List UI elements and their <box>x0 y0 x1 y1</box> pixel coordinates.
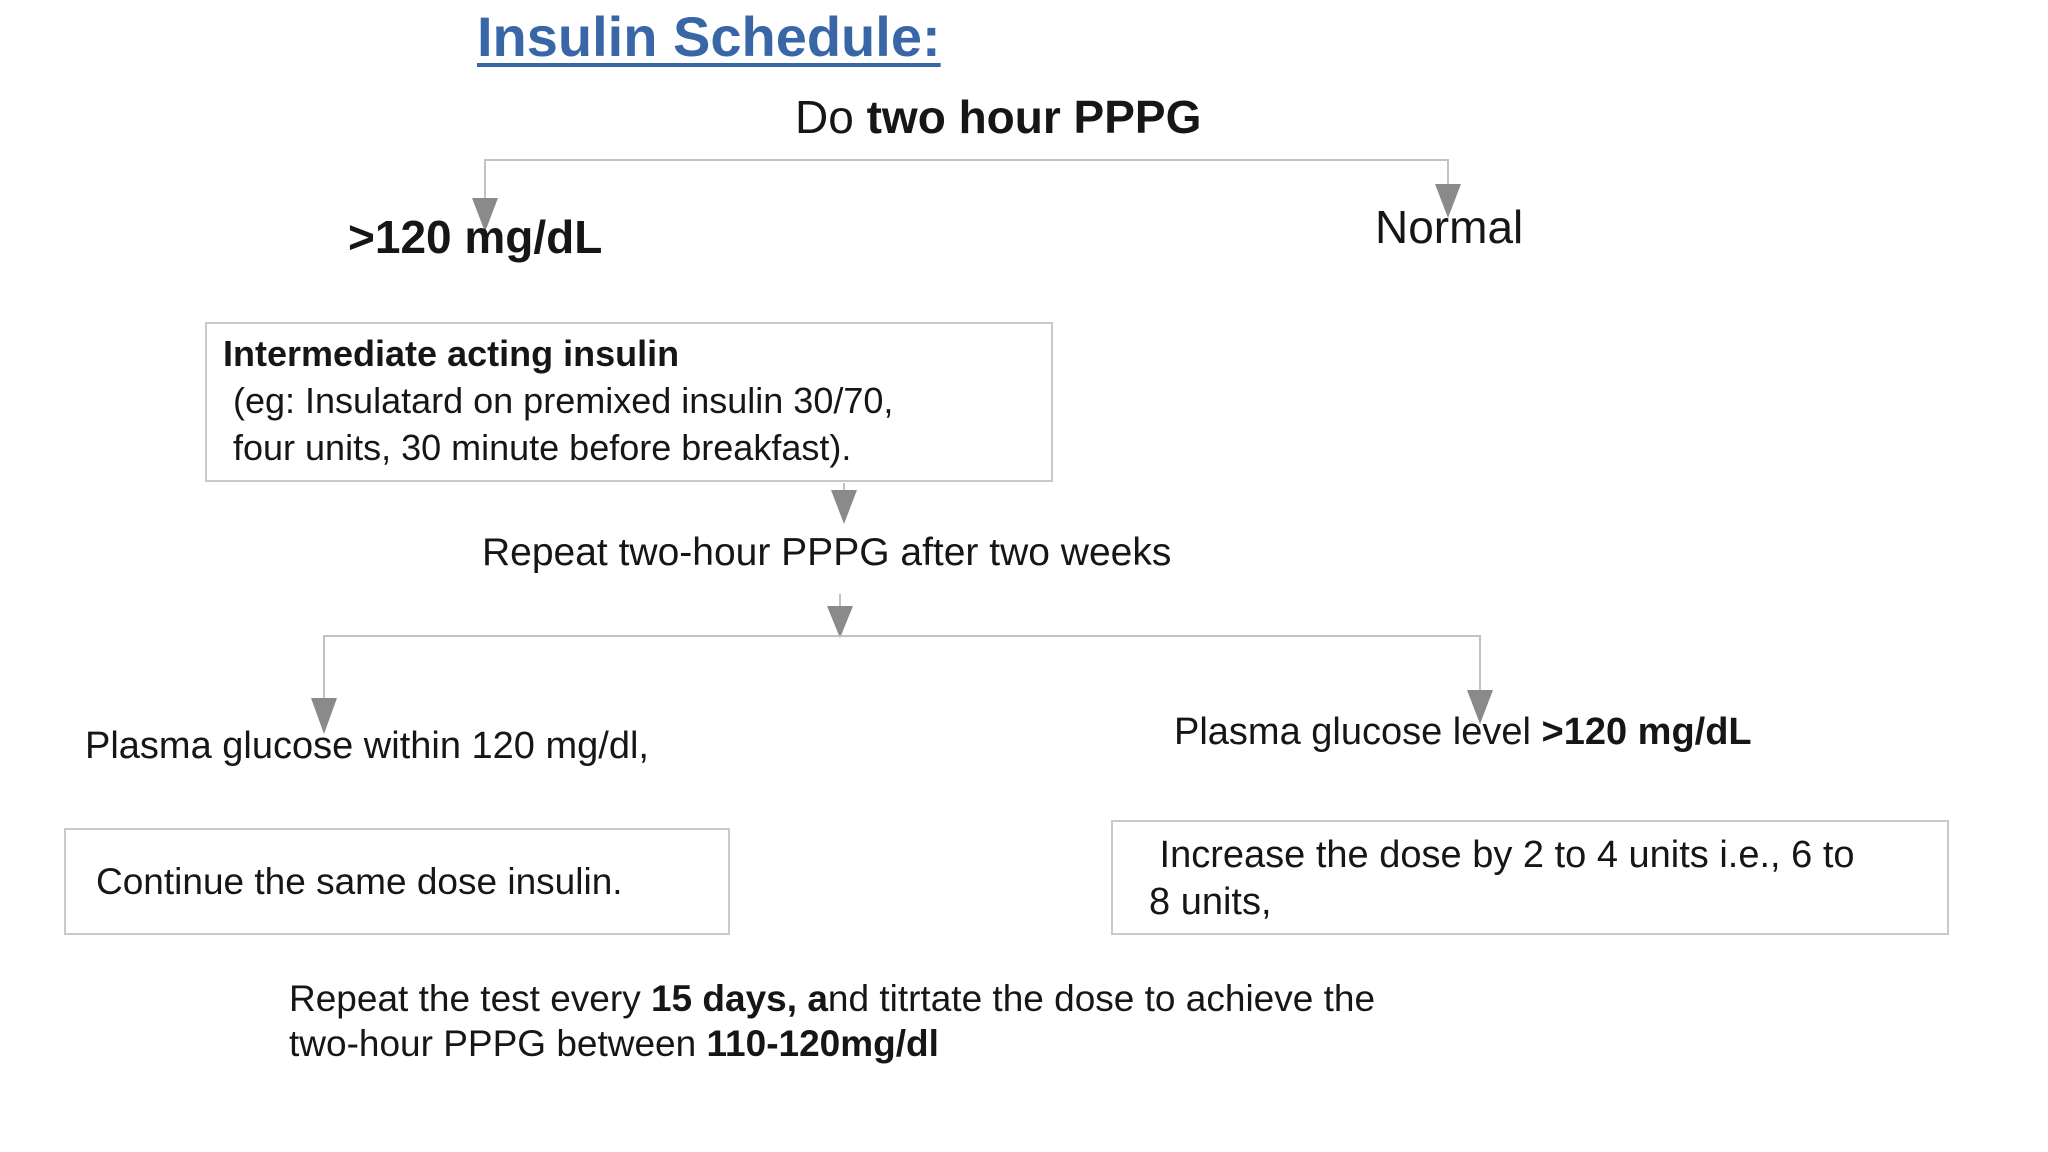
arrowhead-icon <box>831 490 857 524</box>
footer-line2: two-hour PPPG between 110-120mg/dl <box>289 1021 1375 1066</box>
footer-line2-part1: two-hour PPPG between <box>289 1023 707 1064</box>
footer-line1-part2: nd titrtate the dose to achieve the <box>827 978 1376 1019</box>
box-intermediate-line1: Intermediate acting insulin <box>223 333 680 374</box>
footer-line1-part1: Repeat the test every <box>289 978 651 1019</box>
step-repeat-pppg: Repeat two-hour PPPG after two weeks <box>482 531 1172 574</box>
box-increase-line1: Increase the dose by 2 to 4 units i.e., … <box>1149 834 1855 876</box>
box-continue-text: Continue the same dose insulin. <box>96 860 623 902</box>
branch1-label-high-glucose: >120 mg/dL <box>348 211 603 263</box>
footer-line1-bold: 15 days, a <box>650 978 828 1019</box>
box-intermediate-insulin: Intermediate acting insulin (eg: Insulat… <box>205 322 1053 482</box>
page-title: Insulin Schedule: <box>477 5 941 68</box>
footer-line2-bold: 110-120mg/dl <box>706 1023 939 1064</box>
box-intermediate-line2: (eg: Insulatard on premixed insulin 30/7… <box>223 380 894 421</box>
branch2-label-above-range: Plasma glucose level >120 mg/dL <box>1174 711 1752 754</box>
branch2-label-within-range: Plasma glucose within 120 mg/dl, <box>85 725 649 767</box>
footer-line1: Repeat the test every 15 days, and titrt… <box>289 976 1375 1021</box>
connector-line <box>323 635 1481 700</box>
footer-note: Repeat the test every 15 days, and titrt… <box>289 976 1375 1066</box>
branch2-right-bold: >120 mg/dL <box>1541 711 1752 753</box>
box-continue-dose: Continue the same dose insulin. <box>64 828 730 935</box>
arrowhead-icon <box>827 606 853 638</box>
connector-line <box>484 159 1449 200</box>
box-increase-line2: 8 units, <box>1149 881 1272 923</box>
step-do-two-hour-pppg: Do two hour PPPG <box>795 90 1201 144</box>
box-increase-dose: Increase the dose by 2 to 4 units i.e., … <box>1111 820 1949 935</box>
box-intermediate-line3: four units, 30 minute before breakfast). <box>223 427 852 468</box>
branch1-label-normal: Normal <box>1375 201 1524 253</box>
step1-prefix: Do <box>795 91 867 143</box>
step1-bold: two hour PPPG <box>866 91 1202 143</box>
branch2-right-prefix: Plasma glucose level <box>1174 711 1542 753</box>
